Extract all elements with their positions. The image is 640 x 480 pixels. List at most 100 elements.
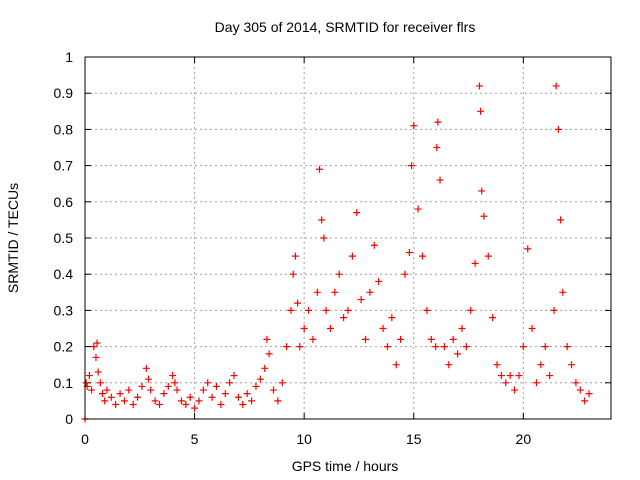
data-point — [362, 335, 370, 343]
data-point — [462, 343, 470, 351]
data-point — [480, 212, 488, 220]
data-point — [283, 343, 291, 351]
data-point — [410, 122, 418, 130]
data-point — [484, 252, 492, 260]
data-point — [305, 306, 313, 314]
data-point — [186, 393, 194, 401]
data-point — [256, 375, 264, 383]
data-point — [243, 390, 251, 398]
y-axis-label: SRMTID / TECUs — [5, 183, 21, 293]
data-point — [125, 386, 133, 394]
data-point — [467, 306, 475, 314]
data-point — [177, 397, 185, 405]
data-point — [489, 314, 497, 322]
data-point — [173, 386, 181, 394]
data-point — [142, 364, 150, 372]
data-point — [449, 335, 457, 343]
data-point — [434, 118, 442, 126]
data-point — [340, 314, 348, 322]
data-point — [511, 386, 519, 394]
y-tick-label: 1 — [65, 49, 73, 65]
data-point — [331, 288, 339, 296]
data-point — [164, 382, 172, 390]
data-point — [401, 270, 409, 278]
data-point — [217, 401, 225, 409]
data-point — [366, 288, 374, 296]
data-point — [191, 404, 199, 412]
data-point — [436, 176, 444, 184]
data-point — [261, 364, 269, 372]
chart-title: Day 305 of 2014, SRMTID for receiver flr… — [215, 19, 476, 35]
data-point — [320, 234, 328, 242]
data-point — [528, 325, 536, 332]
data-point — [88, 386, 96, 394]
y-tick-label: 0.5 — [54, 230, 74, 246]
data-point — [160, 390, 168, 398]
data-point — [291, 252, 299, 260]
data-point — [96, 379, 104, 387]
data-point — [263, 335, 271, 343]
data-point — [296, 343, 304, 351]
data-point — [414, 205, 422, 213]
x-axis-label: GPS time / hours — [292, 458, 399, 474]
data-point — [546, 372, 554, 380]
data-point — [289, 270, 297, 278]
y-tick-label: 0.7 — [54, 158, 74, 174]
y-tick-label: 0.9 — [54, 85, 74, 101]
data-point — [239, 401, 247, 409]
data-point — [112, 401, 120, 409]
data-point — [195, 397, 203, 405]
data-point — [99, 390, 107, 398]
x-tick-label: 10 — [296, 431, 312, 447]
data-point — [559, 288, 567, 296]
y-tick-labels: 0 0.1 0.2 0.3 0.4 0.5 0.6 0.7 0.8 0.9 1 — [54, 49, 74, 427]
y-tick-label: 0.8 — [54, 121, 74, 137]
data-point — [383, 343, 391, 351]
data-point — [552, 82, 560, 90]
data-markers — [81, 82, 593, 423]
data-point — [234, 393, 242, 401]
data-point — [388, 314, 396, 322]
data-point — [506, 372, 514, 380]
data-point — [572, 379, 580, 387]
data-point — [269, 386, 277, 394]
data-point — [93, 339, 101, 347]
data-point — [550, 306, 558, 314]
y-tick-label: 0.6 — [54, 194, 74, 210]
data-point — [497, 372, 505, 380]
data-point — [326, 325, 334, 332]
data-point — [576, 386, 584, 394]
data-point — [322, 306, 330, 314]
data-point — [432, 343, 440, 351]
data-point — [116, 390, 124, 398]
data-point — [313, 288, 321, 296]
data-point — [357, 296, 365, 304]
data-point — [147, 386, 155, 394]
y-tick-label: 0.3 — [54, 302, 74, 318]
data-point — [524, 245, 532, 253]
data-point — [379, 325, 387, 332]
data-point — [445, 361, 453, 369]
y-tick-label: 0.4 — [54, 266, 74, 282]
data-point — [156, 401, 164, 409]
data-point — [419, 252, 427, 260]
data-point — [103, 386, 111, 394]
data-point — [370, 241, 378, 249]
data-point — [199, 386, 207, 394]
data-point — [274, 397, 282, 405]
data-point — [278, 379, 286, 387]
data-point — [94, 368, 102, 376]
data-point — [221, 390, 229, 398]
x-tick-label: 0 — [81, 431, 89, 447]
x-tick-label: 5 — [191, 431, 199, 447]
y-tick-label: 0 — [65, 411, 73, 427]
data-point — [532, 379, 540, 387]
data-point — [85, 372, 93, 380]
data-point — [101, 397, 109, 405]
data-point — [82, 379, 90, 387]
data-point — [182, 401, 190, 409]
data-point — [568, 361, 576, 369]
data-point — [478, 187, 486, 195]
data-point — [300, 325, 308, 332]
